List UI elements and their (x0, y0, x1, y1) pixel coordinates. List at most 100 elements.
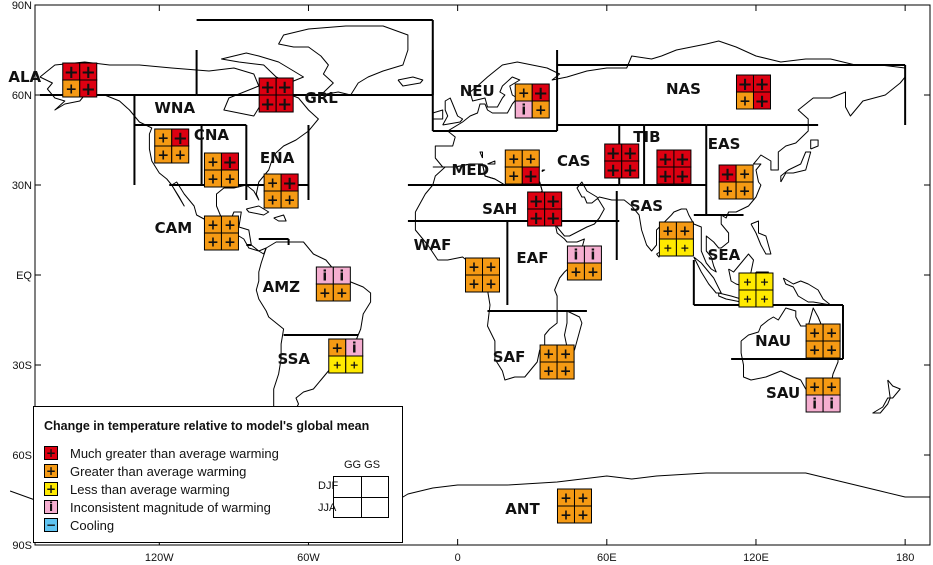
region-cell-symbol: + (809, 379, 821, 395)
region-cell-symbol: + (173, 128, 188, 149)
region-glyphs: + ++ +ALA + ++ + GRL+ ++ +WNA+ ++ +CNA+ ++ +ENA+ ++ +C… (8, 62, 841, 524)
lat-tick-label: 60S (12, 450, 32, 462)
region-cell-symbol: + (675, 149, 690, 170)
region-cell-symbol: + (754, 91, 769, 112)
lat-tick-label: 90N (12, 0, 32, 12)
region-label: EAF (516, 249, 548, 267)
region-cell-symbol: + (81, 79, 96, 100)
region-cell-symbol: + (260, 77, 275, 98)
region-cell-symbol: + (282, 173, 297, 194)
region-cell (332, 283, 351, 302)
region-cell (531, 100, 550, 119)
region-cell-symbol: + (587, 264, 599, 280)
region-cell (755, 289, 774, 308)
region-cell-symbol: + (523, 166, 538, 187)
legend-item-label: Much greater than average warming (70, 445, 279, 461)
key-row-label-jja: JJA (318, 502, 337, 514)
region-med-glyph: + ++ +MED (451, 149, 540, 187)
region-amz-glyph: i i+ +AMZ (263, 266, 351, 302)
region-label: NAS (666, 80, 701, 98)
region-tib-glyph: + ++ + TIB (633, 128, 692, 187)
region-eaf-glyph: i i+ +EAF (516, 245, 602, 281)
region-label: ANT (505, 500, 540, 518)
region-label: NAU (755, 332, 791, 350)
region-ena-glyph: + ++ +ENA (260, 149, 299, 209)
region-cell-symbol: + (260, 94, 275, 115)
region-cell-symbol: + (267, 175, 279, 191)
region-cell (220, 232, 239, 251)
region-saf-glyph: + ++ +SAF (493, 344, 575, 380)
region-cell (822, 340, 841, 359)
region-label: SEA (708, 246, 741, 264)
region-cell-symbol: + (739, 183, 751, 199)
legend-item-label: Less than average warming (70, 481, 230, 497)
region-label: NEU (460, 82, 495, 100)
region-cell-symbol: + (662, 223, 674, 239)
region-cell-symbol: + (606, 143, 621, 164)
region-cell-symbol: + (485, 259, 497, 275)
region-cell-symbol: + (809, 325, 821, 341)
lon-tick-label: 120W (145, 552, 174, 564)
region-cell-symbol: + (663, 241, 672, 254)
region-cell-symbol: + (224, 171, 236, 187)
region-cell-symbol: + (623, 143, 638, 164)
region-cell-symbol: + (809, 342, 821, 358)
lat-tick-label: 60N (12, 90, 32, 102)
legend-swatch: + (44, 446, 58, 460)
region-neu-glyph: + +i +NEU (460, 82, 550, 119)
legend: Change in temperature relative to model'… (33, 406, 403, 543)
region-cell (673, 166, 692, 185)
region-cell-symbol: + (224, 217, 236, 233)
region-cell-symbol: + (81, 62, 96, 83)
region-ala-glyph: + ++ + ALA (8, 62, 98, 100)
region-cell-symbol: + (525, 151, 537, 167)
region-cell-symbol: + (224, 234, 236, 250)
region-cell-symbol: + (333, 358, 342, 371)
legend-swatch: + (44, 464, 58, 478)
region-cell-symbol: + (560, 346, 572, 362)
season-key-box (333, 476, 389, 518)
region-cell-symbol: + (468, 276, 480, 292)
region-sah-glyph: + ++ + SAH (482, 191, 563, 229)
region-label: CAS (557, 152, 590, 170)
region-cell-symbol: + (543, 363, 555, 379)
region-cell-symbol: + (543, 346, 555, 362)
region-label: AMZ (263, 278, 301, 296)
region-cell-symbol: i (322, 268, 327, 284)
legend-item-label: Cooling (70, 517, 115, 533)
legend-swatch: + (44, 482, 58, 496)
region-cell-symbol: + (722, 183, 734, 199)
region-cell-symbol: + (157, 130, 169, 146)
region-cell-symbol: + (350, 358, 359, 371)
region-cell-symbol: + (508, 168, 520, 184)
region-cell-symbol: + (760, 275, 769, 288)
region-cell-symbol: + (157, 147, 169, 163)
axis-ticks (35, 4, 930, 546)
region-cell-symbol: + (743, 292, 752, 305)
region-cell-symbol: + (207, 234, 219, 250)
region-label: EAS (708, 135, 741, 153)
region-cell-symbol: + (546, 208, 561, 229)
lat-tick-label: 30S (12, 360, 32, 372)
legend-title: Change in temperature relative to model'… (44, 419, 370, 433)
region-cell-symbol: + (720, 164, 735, 185)
region-grl-glyph: + ++ + GRL (258, 77, 338, 115)
region-label: GRL (304, 89, 338, 107)
region-cell-symbol: + (277, 94, 292, 115)
lon-tick-label: 180 (896, 552, 914, 564)
region-label: SAS (630, 197, 663, 215)
region-cell-symbol: + (606, 160, 621, 181)
legend-item-much-greater: + Much greater than average warming (44, 445, 279, 461)
legend-swatch: i (44, 500, 58, 514)
region-cell (521, 166, 540, 185)
region-label: WAF (414, 236, 452, 254)
region-label: CAM (155, 219, 193, 237)
region-cell-symbol: + (529, 191, 544, 212)
region-cell (583, 262, 602, 281)
region-label: CNA (194, 126, 230, 144)
legend-item-less: + Less than average warming (44, 481, 230, 497)
region-cell (621, 160, 640, 179)
region-cell-symbol: + (336, 285, 348, 301)
region-boundaries (39, 19, 907, 360)
